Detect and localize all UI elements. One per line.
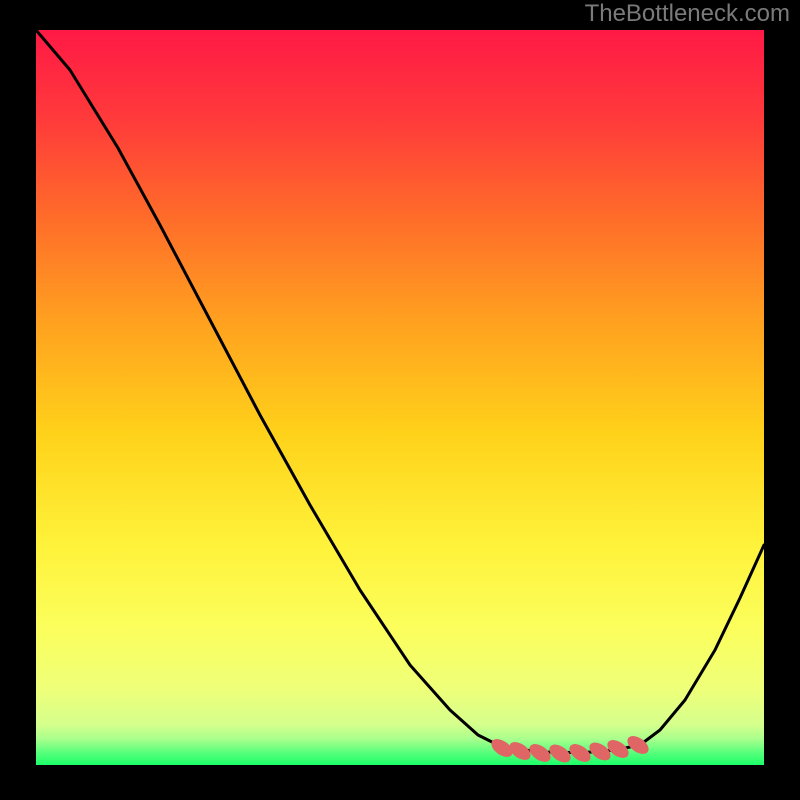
gradient-background: [36, 30, 764, 765]
bottleneck-chart: [0, 0, 800, 800]
watermark-text: TheBottleneck.com: [585, 0, 790, 28]
